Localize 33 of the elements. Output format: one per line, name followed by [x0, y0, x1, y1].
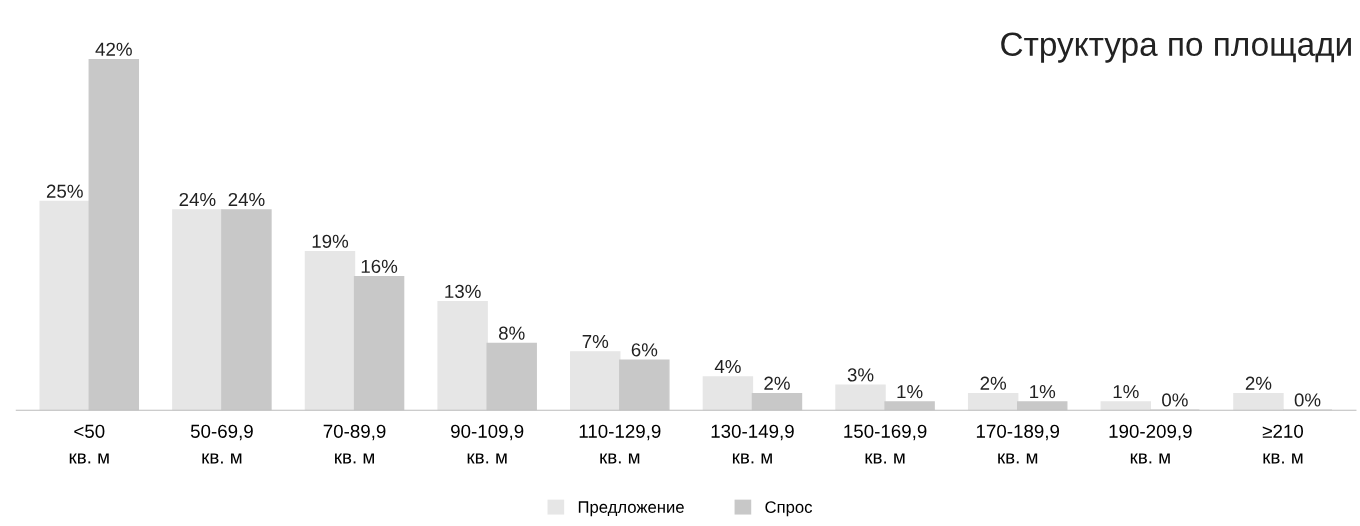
data-label: 2%: [764, 376, 790, 390]
data-label: 2%: [1245, 376, 1272, 390]
data-label: 25%: [46, 184, 83, 198]
data-label: 19%: [312, 234, 349, 248]
data-label: 13%: [445, 284, 481, 299]
data-label: 0%: [1294, 393, 1321, 407]
x-tick-label: 90-109,9 кв. м: [451, 424, 524, 464]
x-tick-label: 50-69,9 кв. м: [190, 424, 253, 464]
legend-label: Предложение: [578, 501, 684, 517]
x-tick-label: <50 кв. м: [69, 424, 109, 464]
data-label: 7%: [582, 334, 609, 349]
data-label: 24%: [179, 192, 216, 207]
data-label: 1%: [897, 385, 923, 399]
x-tick-label: ≥210 кв. м: [1262, 424, 1304, 464]
x-tick-label: 190-209,9 кв. м: [1109, 424, 1192, 464]
data-label: 1%: [1113, 385, 1139, 399]
x-tick-label: 170-189,9 кв. м: [976, 424, 1060, 464]
data-label: 42%: [95, 42, 132, 56]
data-label: 8%: [498, 326, 525, 340]
data-label: 3%: [847, 368, 874, 382]
chart-title: Структура по площади: [1001, 32, 1351, 63]
data-label: 0%: [1162, 393, 1188, 407]
data-label: 2%: [980, 376, 1007, 390]
x-tick-label: 150-169,9 кв. м: [844, 424, 927, 464]
data-label: 6%: [631, 343, 658, 357]
x-tick-label: 70-89,9 кв. м: [323, 424, 386, 464]
data-label: 24%: [228, 192, 265, 207]
data-label: 16%: [361, 259, 398, 273]
data-label: 4%: [714, 359, 741, 374]
x-tick-label: 110-129,9 кв. м: [579, 424, 661, 464]
data-label: 1%: [1030, 385, 1056, 399]
legend-label: Спрос: [765, 501, 813, 517]
x-tick-label: 130-149,9 кв. м: [711, 424, 794, 464]
